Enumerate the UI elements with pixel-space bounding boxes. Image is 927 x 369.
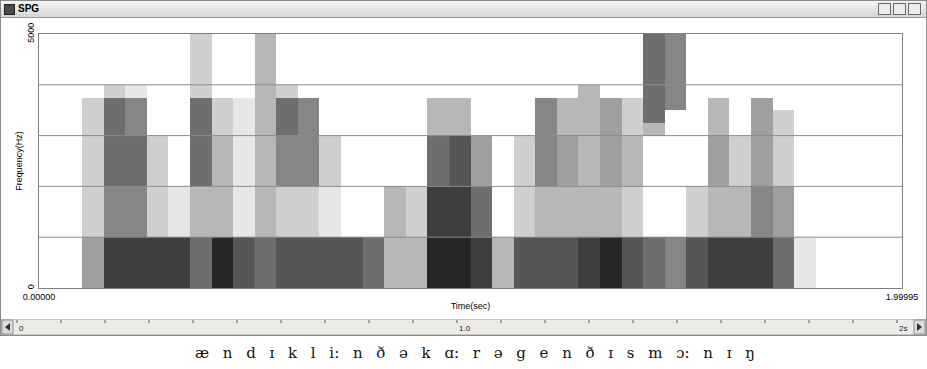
svg-text:1.0: 1.0 — [459, 324, 471, 333]
html-text:m: m — [648, 344, 663, 362]
html-text:ɪ: ɪ — [726, 344, 732, 362]
html-text:e: e — [539, 344, 549, 362]
svg-text:0: 0 — [19, 324, 24, 333]
html-text:ɪ: ɪ — [608, 344, 613, 362]
html-text:ɑ:: ɑ: — [444, 344, 459, 362]
html-text:ə: ə — [399, 344, 408, 362]
html-text:n: n — [352, 344, 363, 362]
html-text:ɔ:: ɔ: — [676, 344, 690, 362]
svg-text:5000: 5000 — [26, 23, 36, 43]
html-text:l: l — [310, 344, 316, 362]
html-text:SPG: SPG — [18, 3, 40, 14]
html-text:g: g — [516, 344, 526, 362]
html-text:ŋ: ŋ — [745, 344, 755, 362]
svg-text:Time(sec): Time(sec) — [451, 301, 491, 311]
svg-text:0: 0 — [26, 284, 36, 289]
html-text:æ: æ — [195, 344, 210, 362]
html-text:n: n — [562, 344, 572, 362]
html-text:n: n — [222, 344, 233, 362]
html-text:n: n — [703, 344, 713, 362]
svg-text:1.99995: 1.99995 — [886, 292, 919, 302]
html-text:ð: ð — [376, 344, 386, 362]
svg-text:2s: 2s — [899, 324, 907, 333]
html-text:ɪ: ɪ — [269, 344, 275, 362]
html-text:r: r — [472, 344, 480, 362]
html-text:ə: ə — [493, 344, 503, 362]
html-text:i:: i: — [329, 344, 340, 362]
svg-text:0.00000: 0.00000 — [23, 292, 56, 302]
html-text:s: s — [626, 344, 635, 362]
html-text:k: k — [421, 344, 431, 362]
svg-text:Frequency(Hz): Frequency(Hz) — [14, 131, 24, 191]
html-text:ð: ð — [585, 344, 595, 362]
html-text:k: k — [288, 344, 298, 362]
html-text:d: d — [246, 344, 256, 362]
